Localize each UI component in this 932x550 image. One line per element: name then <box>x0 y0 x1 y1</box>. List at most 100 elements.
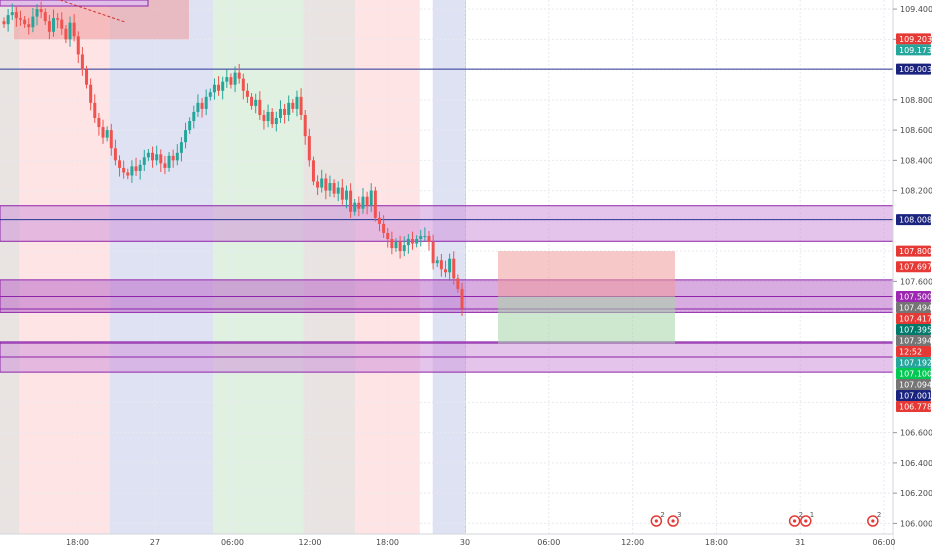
stop-zone[interactable] <box>498 251 675 297</box>
candle-body[interactable] <box>266 111 270 122</box>
candle-body[interactable] <box>336 187 340 194</box>
candle-body[interactable] <box>171 155 175 161</box>
candle-body[interactable] <box>72 22 76 37</box>
red-box[interactable] <box>14 0 189 40</box>
candle-body[interactable] <box>134 166 138 171</box>
candle-body[interactable] <box>113 148 117 161</box>
candle-body[interactable] <box>196 102 200 112</box>
candle-body[interactable] <box>192 111 196 122</box>
candle-body[interactable] <box>97 117 101 128</box>
candle-body[interactable] <box>386 232 390 240</box>
candle-body[interactable] <box>328 183 332 191</box>
price-badge[interactable] <box>896 245 931 257</box>
purple-box[interactable] <box>0 0 149 7</box>
candle-body[interactable] <box>439 260 443 270</box>
candle-body[interactable] <box>410 239 414 244</box>
candle-body[interactable] <box>109 130 113 149</box>
candle-body[interactable] <box>200 102 204 109</box>
candle-body[interactable] <box>233 72 237 85</box>
candle-body[interactable] <box>23 19 27 25</box>
price-badge[interactable] <box>896 214 931 226</box>
candle-body[interactable] <box>14 12 18 19</box>
candle-body[interactable] <box>283 108 287 115</box>
candle-body[interactable] <box>435 260 439 264</box>
candle-body[interactable] <box>299 96 303 115</box>
price-badge[interactable] <box>896 261 931 273</box>
candle-body[interactable] <box>332 183 336 194</box>
trend-line[interactable] <box>59 0 126 23</box>
candle-body[interactable] <box>456 278 460 289</box>
candle-body[interactable] <box>307 136 311 161</box>
candle-body[interactable] <box>324 178 328 191</box>
candle-body[interactable] <box>229 77 233 85</box>
price-badge[interactable] <box>896 33 931 45</box>
candle-body[interactable] <box>415 239 419 244</box>
candle-body[interactable] <box>443 269 447 273</box>
candle-body[interactable] <box>295 96 299 109</box>
candle-body[interactable] <box>419 235 423 240</box>
candle-body[interactable] <box>188 121 192 131</box>
candle-body[interactable] <box>361 196 365 209</box>
candle-body[interactable] <box>287 102 291 115</box>
candle-body[interactable] <box>146 152 150 158</box>
candle-body[interactable] <box>245 90 249 97</box>
candle-body[interactable] <box>250 96 254 106</box>
candle-body[interactable] <box>460 288 464 309</box>
candle-body[interactable] <box>60 19 64 29</box>
price-badge[interactable] <box>896 389 931 401</box>
price-badge[interactable] <box>896 334 931 346</box>
candle-body[interactable] <box>431 242 435 264</box>
candle-body[interactable] <box>122 167 126 173</box>
candle-body[interactable] <box>10 12 14 16</box>
candle-body[interactable] <box>353 202 357 212</box>
candle-body[interactable] <box>105 130 109 138</box>
price-badge[interactable] <box>896 301 931 313</box>
candle-body[interactable] <box>130 166 134 176</box>
candle-body[interactable] <box>184 130 188 143</box>
target-zone[interactable] <box>498 296 675 344</box>
candle-body[interactable] <box>377 217 381 224</box>
price-badge[interactable] <box>896 345 931 357</box>
candle-body[interactable] <box>369 190 373 206</box>
candle-body[interactable] <box>47 21 51 32</box>
candle-body[interactable] <box>39 9 43 13</box>
price-badge[interactable] <box>896 367 931 379</box>
candle-body[interactable] <box>340 187 344 200</box>
candle-body[interactable] <box>270 111 274 125</box>
candle-body[interactable] <box>175 152 179 161</box>
candle-body[interactable] <box>311 160 315 182</box>
candle-body[interactable] <box>274 117 278 125</box>
candle-body[interactable] <box>373 190 377 218</box>
candle-body[interactable] <box>320 178 324 188</box>
candle-body[interactable] <box>31 16 35 28</box>
candle-body[interactable] <box>262 114 266 122</box>
candle-body[interactable] <box>167 155 171 168</box>
candle-body[interactable] <box>142 157 146 165</box>
candle-body[interactable] <box>316 181 320 188</box>
candle-body[interactable] <box>212 84 216 93</box>
candle-body[interactable] <box>138 164 142 171</box>
candle-body[interactable] <box>85 69 89 85</box>
candle-body[interactable] <box>237 72 241 79</box>
candle-body[interactable] <box>427 235 431 243</box>
candle-body[interactable] <box>159 154 163 164</box>
candle-body[interactable] <box>423 235 427 237</box>
candle-body[interactable] <box>278 108 282 118</box>
candle-body[interactable] <box>394 242 398 249</box>
candle-body[interactable] <box>390 239 394 249</box>
candle-body[interactable] <box>52 18 56 32</box>
price-badge[interactable] <box>896 44 931 56</box>
candle-body[interactable] <box>163 163 167 168</box>
candle-body[interactable] <box>93 102 97 118</box>
candle-body[interactable] <box>258 99 262 115</box>
candle-body[interactable] <box>382 223 386 233</box>
candle-body[interactable] <box>43 12 47 22</box>
candle-body[interactable] <box>2 21 6 25</box>
candle-body[interactable] <box>155 154 159 161</box>
price-badge[interactable] <box>896 356 931 368</box>
candle-body[interactable] <box>56 18 60 20</box>
candle-body[interactable] <box>241 78 245 91</box>
candle-body[interactable] <box>217 84 221 91</box>
candle-body[interactable] <box>118 160 122 168</box>
